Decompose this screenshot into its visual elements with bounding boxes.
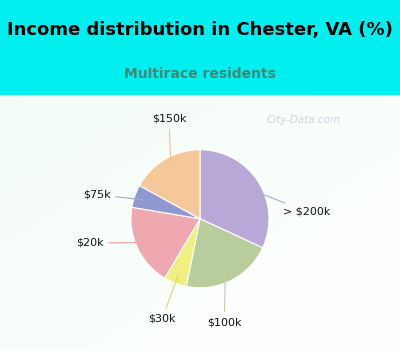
Text: $150k: $150k <box>152 114 186 167</box>
Text: $20k: $20k <box>76 238 146 248</box>
Text: > $200k: > $200k <box>250 189 331 217</box>
Wedge shape <box>186 219 263 288</box>
Wedge shape <box>132 186 200 219</box>
Wedge shape <box>165 219 200 286</box>
Text: City-Data.com: City-Data.com <box>267 115 341 125</box>
Wedge shape <box>200 150 269 248</box>
Wedge shape <box>140 150 200 219</box>
Text: $75k: $75k <box>83 190 144 200</box>
Text: $100k: $100k <box>207 272 242 327</box>
Text: Income distribution in Chester, VA (%): Income distribution in Chester, VA (%) <box>7 21 393 39</box>
Text: Multirace residents: Multirace residents <box>124 67 276 81</box>
Text: $30k: $30k <box>148 274 179 324</box>
Wedge shape <box>131 207 200 278</box>
